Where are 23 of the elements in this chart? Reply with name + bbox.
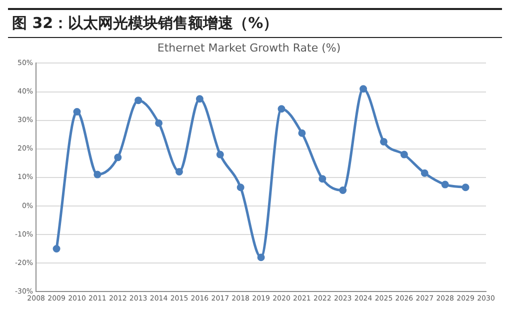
point — [52, 245, 60, 253]
point — [196, 95, 204, 103]
point — [134, 96, 142, 104]
point — [278, 105, 286, 113]
point — [236, 184, 244, 192]
point — [114, 154, 122, 162]
point — [298, 129, 306, 137]
point — [462, 184, 470, 192]
point — [420, 169, 428, 177]
point — [360, 85, 368, 93]
point — [155, 119, 163, 127]
point — [318, 175, 326, 183]
chart-title: 图 32：以太网光模块销售额增速（%） — [8, 8, 502, 38]
point — [73, 108, 81, 116]
point — [339, 186, 347, 194]
point — [175, 168, 183, 176]
point — [380, 138, 388, 146]
chart-subtitle: Ethernet Market Growth Rate (%) — [157, 41, 341, 54]
point — [257, 254, 265, 262]
point — [94, 170, 102, 178]
point — [216, 150, 224, 158]
point — [441, 180, 449, 188]
point — [400, 150, 408, 158]
